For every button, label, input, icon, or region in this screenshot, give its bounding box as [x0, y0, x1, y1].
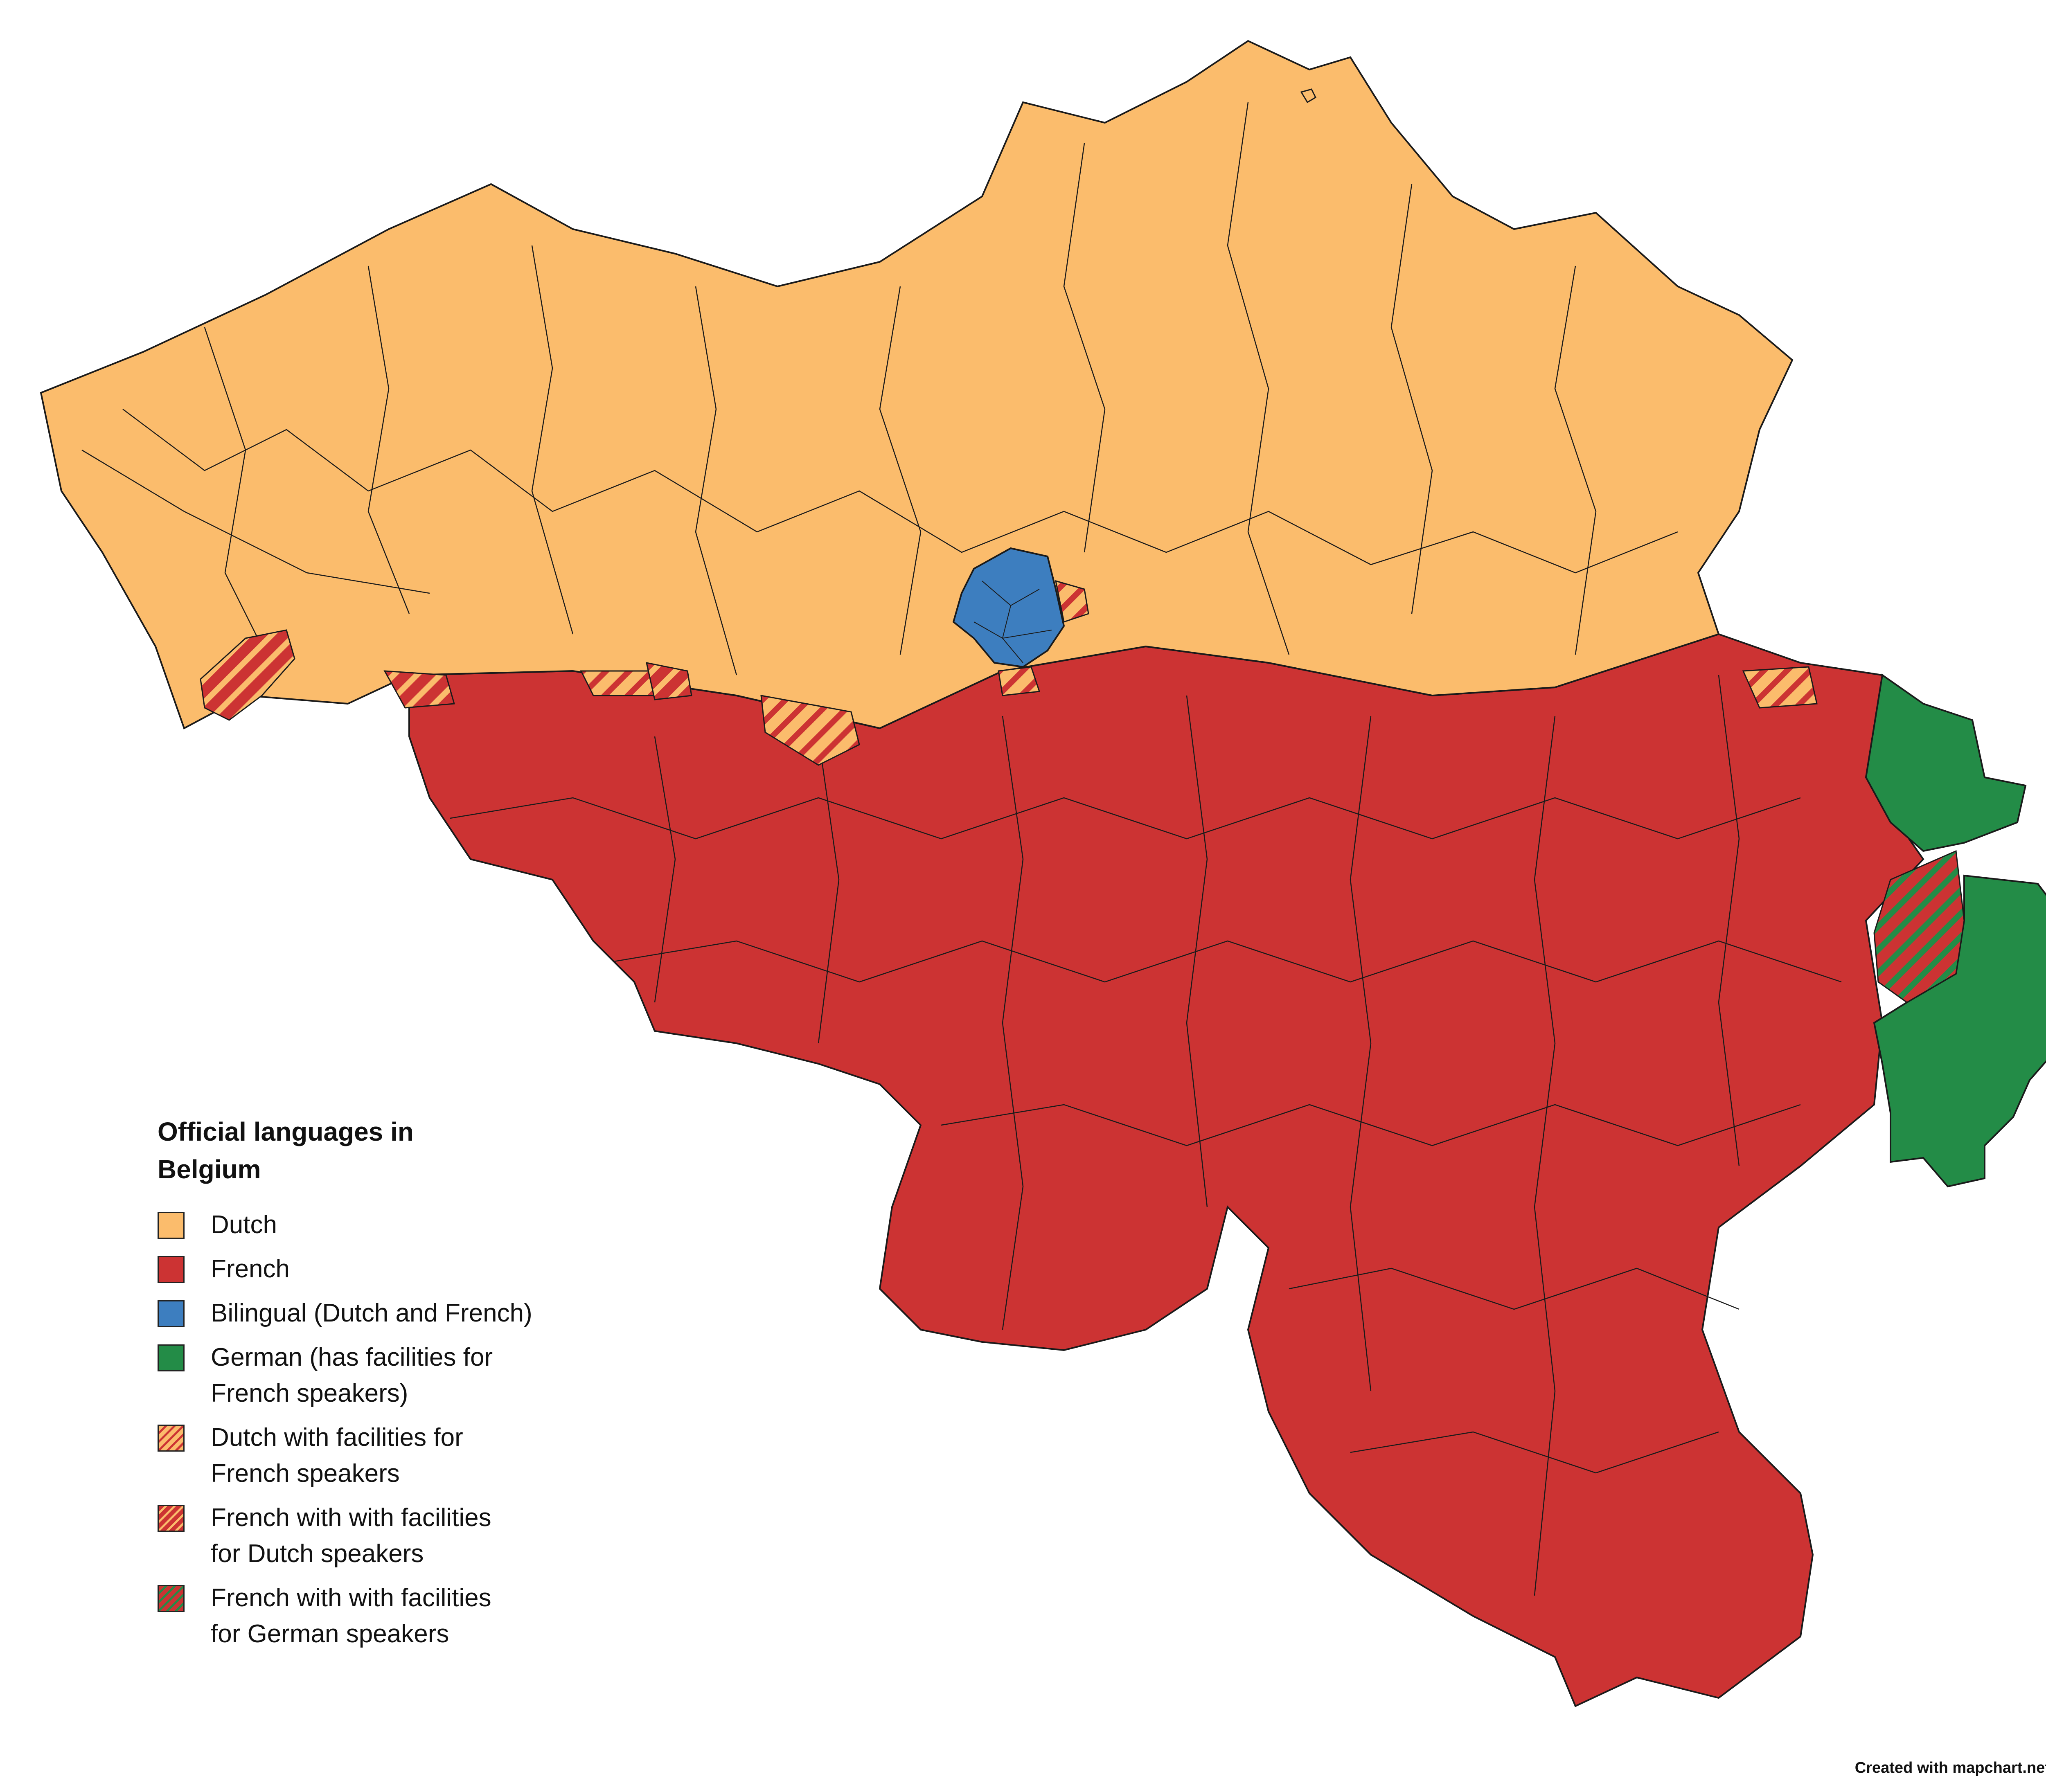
dutch-facilities-areas: [580, 580, 1818, 766]
dutch-region: [40, 40, 1794, 729]
legend-item-french-dutch-facilities: French with with facilities for Dutch sp…: [158, 1500, 608, 1572]
legend-swatch-german: [158, 1344, 185, 1371]
german-region-south: [1873, 874, 2046, 1188]
baarle-enclave: [1300, 88, 1316, 104]
legend-label: French: [211, 1255, 290, 1283]
legend-swatch-dutch: [158, 1212, 185, 1239]
legend-item-dutch-facilities: Dutch with facilities for French speaker…: [158, 1420, 608, 1492]
legend-label: for German speakers: [211, 1620, 449, 1648]
legend-swatch-bilingual: [158, 1300, 185, 1327]
legend-label: for Dutch speakers: [211, 1540, 424, 1568]
legend-item-french-german-facilities: French with with facilities for German s…: [158, 1580, 608, 1652]
legend-label: French speakers: [211, 1459, 400, 1488]
german-region-north: [1865, 673, 2027, 852]
bilingual-brussels: [952, 547, 1065, 668]
french-facilities-german-area: [1873, 850, 1965, 1003]
legend-item-bilingual: Bilingual (Dutch and French): [158, 1295, 608, 1331]
legend-swatch-french-german-facilities: [158, 1585, 185, 1612]
french-region: [408, 633, 1924, 1707]
french-facilities-dutch-areas: [200, 629, 692, 721]
legend-title: Official languages in Belgium: [158, 1113, 608, 1188]
legend-label: French speakers): [211, 1379, 408, 1407]
legend-label: French with with facilities: [211, 1584, 491, 1612]
legend-label: Dutch with facilities for: [211, 1423, 463, 1452]
legend-item-dutch: Dutch: [158, 1207, 608, 1243]
legend-item-german: German (has facilities for French speake…: [158, 1339, 608, 1412]
brussels-borders: [973, 581, 1052, 663]
legend-title-line1: Official languages in: [158, 1117, 414, 1146]
legend-label: French with with facilities: [211, 1504, 491, 1532]
legend-swatch-dutch-facilities: [158, 1425, 185, 1452]
legend-item-french: French: [158, 1251, 608, 1287]
legend-title-line2: Belgium: [158, 1155, 261, 1184]
legend-swatch-french-dutch-facilities: [158, 1505, 185, 1532]
map-legend: Official languages in Belgium Dutch Fren…: [158, 1113, 608, 1660]
legend-label: Bilingual (Dutch and French): [211, 1299, 532, 1327]
mapchart-credit: Created with mapchart.net: [1854, 1759, 2046, 1776]
municipal-borders: [81, 102, 1842, 1596]
legend-swatch-french: [158, 1256, 185, 1283]
legend-label: German (has facilities for: [211, 1343, 493, 1371]
legend-label: Dutch: [211, 1211, 277, 1239]
